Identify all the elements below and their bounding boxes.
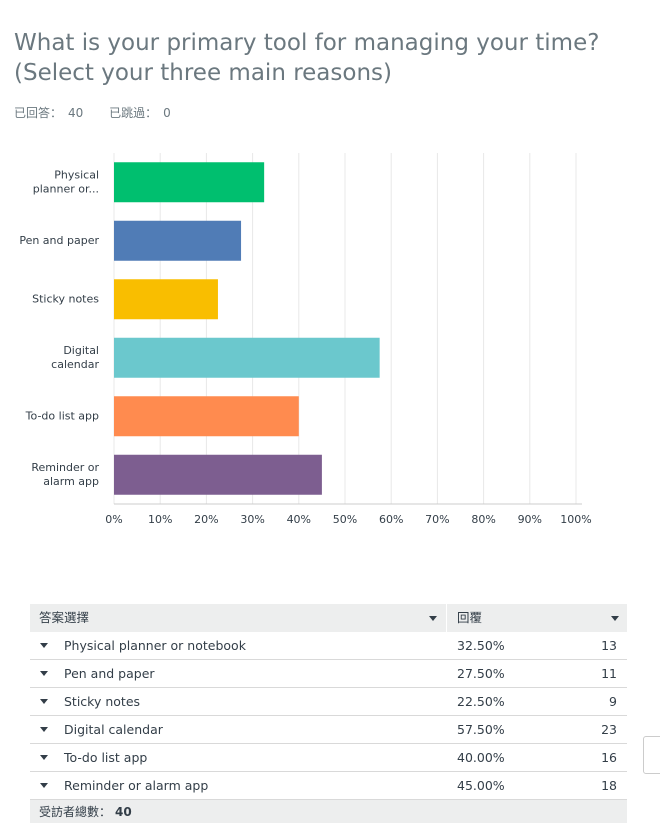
x-tick-label: 80% bbox=[471, 513, 495, 526]
x-tick-label: 30% bbox=[240, 513, 264, 526]
count: 9 bbox=[609, 694, 617, 709]
expand-caret[interactable] bbox=[40, 699, 48, 704]
answer-cell: Physical planner or notebook bbox=[30, 638, 447, 653]
expand-caret[interactable] bbox=[40, 643, 48, 648]
column-label: 回覆 bbox=[457, 610, 483, 625]
table-footer: 受訪者總數： 40 bbox=[30, 800, 627, 823]
percent: 32.50% bbox=[457, 638, 505, 653]
x-tick-label: 90% bbox=[518, 513, 542, 526]
x-tick-label: 10% bbox=[148, 513, 172, 526]
count: 16 bbox=[601, 750, 617, 765]
x-tick-label: 20% bbox=[194, 513, 218, 526]
count: 23 bbox=[601, 722, 617, 737]
label-line: calendar bbox=[51, 358, 99, 371]
expand-caret[interactable] bbox=[40, 671, 48, 676]
response-cell: 45.00% 18 bbox=[447, 778, 627, 793]
answer: Pen and paper bbox=[64, 666, 155, 681]
skipped-label: 已跳過： bbox=[109, 106, 158, 120]
answer-cell: Pen and paper bbox=[30, 666, 447, 681]
answer-cell: Sticky notes bbox=[30, 694, 447, 709]
x-tick-label: 60% bbox=[379, 513, 403, 526]
count: 18 bbox=[601, 778, 617, 793]
x-tick-label: 70% bbox=[425, 513, 449, 526]
x-tick-label: 0% bbox=[105, 513, 122, 526]
bar bbox=[114, 337, 380, 378]
table-row: Sticky notes 22.50% 9 bbox=[30, 688, 627, 716]
sort-caret bbox=[429, 616, 437, 621]
chart: 0% 10% 20% 30% 40% 50% 60% 70% 80% 90% 100% Physica… bbox=[19, 153, 592, 526]
label-line: Sticky notes bbox=[32, 292, 99, 305]
response-cell: 32.50% 13 bbox=[447, 638, 627, 653]
percent: 27.50% bbox=[457, 666, 505, 681]
results-table: 答案選擇 回覆 Physical planner or notebook 32.5… bbox=[30, 604, 627, 823]
sort-caret bbox=[611, 616, 619, 621]
bar bbox=[114, 454, 322, 495]
side-widget[interactable] bbox=[643, 736, 660, 774]
response-cell: 22.50% 9 bbox=[447, 694, 627, 709]
y-tick-label: Sticky notes bbox=[32, 292, 99, 305]
answer: To-do list app bbox=[64, 750, 148, 765]
answer-cell: Digital calendar bbox=[30, 722, 447, 737]
table-row: Reminder or alarm app 45.00% 18 bbox=[30, 772, 627, 800]
skipped: 0 bbox=[163, 106, 171, 120]
x-tick-label: 50% bbox=[333, 513, 357, 526]
column-label: 答案選擇 bbox=[39, 610, 90, 625]
y-tick-label: Digital calendar bbox=[51, 344, 99, 371]
table-row: To-do list app 40.00% 16 bbox=[30, 744, 627, 772]
label-line: Physical bbox=[54, 168, 99, 181]
label-line: planner or... bbox=[33, 182, 99, 195]
table-row: Physical planner or notebook 32.50% 13 bbox=[30, 632, 627, 660]
expand-caret[interactable] bbox=[40, 727, 48, 732]
percent: 40.00% bbox=[457, 750, 505, 765]
response-cell: 27.50% 11 bbox=[447, 666, 627, 681]
answer: Physical planner or notebook bbox=[64, 638, 246, 653]
count: 11 bbox=[601, 666, 617, 681]
total: 40 bbox=[115, 804, 132, 819]
x-tick-label: 100% bbox=[560, 513, 591, 526]
total-label: 受訪者總數： bbox=[39, 805, 112, 819]
table-row: Digital calendar 57.50% 23 bbox=[30, 716, 627, 744]
label-line: To-do list app bbox=[25, 409, 99, 422]
bar bbox=[114, 279, 218, 320]
answer: Digital calendar bbox=[64, 722, 163, 737]
y-tick-label: To-do list app bbox=[25, 409, 99, 422]
answer-cell: Reminder or alarm app bbox=[30, 778, 447, 793]
y-tick-label: Pen and paper bbox=[19, 234, 99, 247]
percent: 45.00% bbox=[457, 778, 505, 793]
label-line: alarm app bbox=[43, 475, 99, 488]
expand-caret[interactable] bbox=[40, 755, 48, 760]
y-tick-label: Physical planner or... bbox=[33, 168, 99, 195]
bar bbox=[114, 220, 242, 261]
column-header[interactable]: 答案選擇 bbox=[30, 604, 447, 632]
response-cell: 40.00% 16 bbox=[447, 750, 627, 765]
percent: 22.50% bbox=[457, 694, 505, 709]
answered: 40 bbox=[68, 106, 84, 120]
answered-label: 已回答： bbox=[14, 106, 63, 120]
table-row: Pen and paper 27.50% 11 bbox=[30, 660, 627, 688]
answer: Sticky notes bbox=[64, 694, 141, 709]
y-tick-label: Reminder or alarm app bbox=[31, 461, 99, 488]
label-line: Pen and paper bbox=[19, 234, 99, 247]
table-body: Physical planner or notebook 32.50% 13 Pen … bbox=[30, 632, 627, 800]
expand-caret[interactable] bbox=[40, 783, 48, 788]
percent: 57.50% bbox=[457, 722, 505, 737]
stats: 已回答： 40 已跳過： 0 bbox=[14, 104, 177, 121]
bar bbox=[114, 162, 265, 203]
answer-cell: To-do list app bbox=[30, 750, 447, 765]
question-title: What is your primary tool for managing y… bbox=[14, 30, 600, 86]
label-line: Reminder or bbox=[31, 461, 99, 474]
table-header: 答案選擇 回覆 bbox=[30, 604, 627, 632]
column-header[interactable]: 回覆 bbox=[447, 604, 627, 632]
count: 13 bbox=[601, 638, 617, 653]
answer: Reminder or alarm app bbox=[64, 778, 209, 793]
response-cell: 57.50% 23 bbox=[447, 722, 627, 737]
bar bbox=[114, 396, 299, 437]
label-line: Digital bbox=[63, 344, 99, 357]
x-tick-label: 40% bbox=[287, 513, 311, 526]
